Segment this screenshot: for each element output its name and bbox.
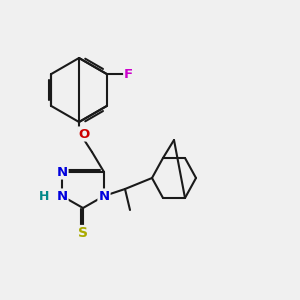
Text: O: O [78,128,90,140]
Text: S: S [78,226,88,240]
Text: N: N [56,166,68,178]
Text: N: N [56,190,68,202]
Text: H: H [39,190,49,202]
Text: N: N [98,190,110,202]
Text: F: F [124,68,133,80]
